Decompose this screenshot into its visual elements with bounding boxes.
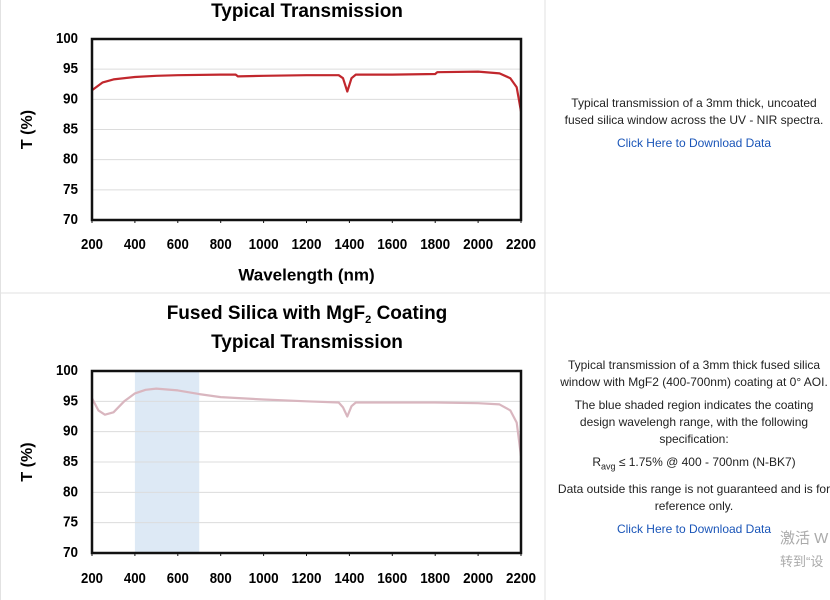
x-tick-label: 1400	[334, 236, 364, 253]
y-tick-label: 75	[63, 514, 78, 531]
x-tick-label: 800	[210, 236, 232, 253]
x-tick-label: 600	[167, 570, 189, 587]
spec-text: ≤ 1.75% @ 400 - 700nm (N-BK7)	[615, 455, 796, 469]
data-line	[91, 70, 523, 112]
x-tick-label: 1200	[292, 236, 322, 253]
y-tick-label: 80	[63, 483, 78, 500]
plot-frame	[90, 37, 523, 222]
specification: Ravg ≤ 1.75% @ 400 - 700nm (N-BK7)	[556, 454, 830, 475]
x-tick-label: 1400	[334, 570, 364, 587]
x-tick-label: 1200	[292, 570, 322, 587]
title-text: Fused Silica with MgF	[167, 303, 365, 324]
title-subscript: 2	[365, 314, 371, 326]
x-tick-label: 1000	[249, 236, 279, 253]
x-tick-label: 400	[124, 570, 146, 587]
x-tick-label: 1800	[420, 236, 450, 253]
x-tick-label: 1000	[249, 570, 279, 587]
y-tick-label: 100	[56, 30, 78, 47]
spec-subscript: avg	[600, 461, 616, 472]
description-text: The blue shaded region indicates the coa…	[574, 398, 814, 446]
chart-title: Typical Transmission	[211, 1, 403, 22]
x-tick-label: 200	[81, 570, 103, 587]
download-link[interactable]: Click Here to Download Data	[616, 136, 772, 150]
y-tick-label: 80	[63, 151, 78, 168]
data-line	[91, 387, 523, 457]
x-tick-label: 1600	[377, 236, 407, 253]
y-tick-label: 75	[63, 181, 78, 198]
y-tick-label: 70	[63, 544, 78, 561]
x-tick-label: 400	[124, 236, 146, 253]
x-tick-label: 2000	[463, 236, 493, 253]
chart-subtitle: Typical Transmission	[211, 332, 403, 353]
y-tick-label: 95	[63, 60, 78, 77]
x-axis-label: Wavelength (nm)	[238, 265, 374, 284]
description: Typical transmission of a 3mm thick, unc…	[556, 95, 830, 152]
x-tick-label: 200	[81, 236, 103, 253]
title-text: Coating	[371, 303, 447, 324]
y-tick-label: 70	[63, 211, 78, 228]
description-text: Typical transmission of a 3mm thick fuse…	[560, 358, 828, 389]
y-tick-label: 85	[63, 453, 78, 470]
watermark: 转到“设	[780, 554, 824, 569]
watermark: 激活 W	[780, 530, 829, 547]
x-tick-label: 2200	[506, 570, 536, 587]
x-tick-label: 1600	[377, 570, 407, 587]
description-text: Typical transmission of a 3mm thick, unc…	[564, 96, 824, 127]
y-tick-label: 100	[56, 362, 78, 379]
y-tick-label: 95	[63, 392, 78, 409]
description-text: Data outside this range is not guarantee…	[557, 482, 830, 514]
spec-text: R	[592, 455, 601, 469]
x-tick-label: 600	[167, 236, 189, 253]
download-link[interactable]: Click Here to Download Data	[616, 522, 772, 537]
x-tick-label: 800	[210, 570, 232, 587]
y-axis-label: T (%)	[19, 442, 36, 481]
plot-frame	[90, 369, 523, 555]
y-tick-label: 85	[63, 120, 78, 137]
x-tick-label: 2000	[463, 570, 493, 587]
y-axis-label: T (%)	[19, 110, 36, 149]
description: Typical transmission of a 3mm thick fuse…	[556, 357, 830, 538]
x-tick-label: 1800	[420, 570, 450, 587]
x-tick-label: 2200	[506, 236, 536, 253]
y-tick-label: 90	[63, 90, 78, 107]
chart-title: Fused Silica with MgF2 Coating	[167, 303, 448, 326]
y-tick-label: 90	[63, 423, 78, 440]
